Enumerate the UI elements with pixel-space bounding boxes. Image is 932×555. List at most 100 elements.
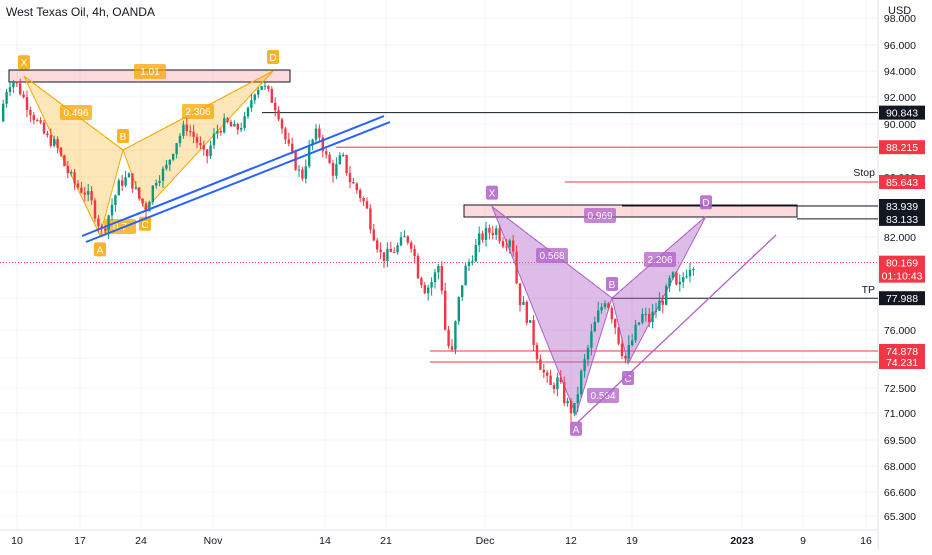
tp-line-label: TP xyxy=(862,284,875,296)
currency-label: USD xyxy=(888,5,912,17)
candle-body-112 xyxy=(382,252,386,262)
candle-body-200 xyxy=(682,277,685,282)
pattern-0-point-label-4: D xyxy=(269,53,276,64)
candle-body-68 xyxy=(233,124,236,127)
candle-body-11 xyxy=(39,120,42,123)
candle-body-49 xyxy=(168,159,171,165)
time-tick-0: 10 xyxy=(11,535,23,547)
candle-body-26 xyxy=(90,191,93,201)
pattern-1-ratio-3: 0.564 xyxy=(590,391,615,402)
candle-body-153 xyxy=(522,301,525,305)
pattern-0-xab xyxy=(23,75,124,237)
candle-body-54 xyxy=(185,124,188,132)
candle-body-162 xyxy=(552,385,556,390)
candle-body-184 xyxy=(627,345,630,359)
candle-body-80 xyxy=(274,102,277,111)
candle-body-21 xyxy=(73,172,76,184)
pattern-0-point-label-2: B xyxy=(120,132,127,143)
candle-body-104 xyxy=(355,183,358,191)
candle-body-198 xyxy=(675,272,678,285)
pattern-1-point-bg-3 xyxy=(622,371,634,385)
candle-body-173 xyxy=(590,331,593,348)
candle-body-129 xyxy=(440,266,443,291)
pattern-1-ratio-bg-0 xyxy=(536,248,568,263)
candle-body-152 xyxy=(518,283,522,305)
candle-body-40 xyxy=(138,187,141,199)
candle-body-183 xyxy=(624,356,627,359)
candle-body-113 xyxy=(386,248,389,262)
price-label-bg-4 xyxy=(879,211,925,226)
candle-body-75 xyxy=(257,89,260,95)
candle-body-133 xyxy=(454,321,457,350)
supply-zone-box-2 xyxy=(463,204,798,218)
candle-body-164 xyxy=(559,377,562,383)
pattern-1-ratio-bg-1 xyxy=(644,252,676,267)
time-tick-7: 12 xyxy=(565,535,577,547)
candle-body-177 xyxy=(603,303,607,307)
candle-body-95 xyxy=(325,151,328,155)
candle-body-203 xyxy=(692,269,695,271)
price-label-bg-7 xyxy=(879,355,925,370)
candle-body-46 xyxy=(158,180,161,183)
candle-body-155 xyxy=(529,320,532,323)
candle-body-13 xyxy=(46,133,49,136)
candle-body-188 xyxy=(641,313,644,323)
price-tick-17: 66.600 xyxy=(884,487,916,499)
candle-body-128 xyxy=(437,266,440,273)
candle-body-186 xyxy=(634,324,637,341)
candle-body-150 xyxy=(512,240,515,252)
candle-body-123 xyxy=(420,278,423,286)
candle-body-105 xyxy=(359,190,362,199)
candle-body-192 xyxy=(654,310,658,312)
price-tick-14: 71.000 xyxy=(884,408,916,420)
candle-body-135 xyxy=(461,285,464,297)
candle-body-142 xyxy=(484,227,488,240)
candle-body-65 xyxy=(223,118,226,133)
candle-body-172 xyxy=(586,347,590,360)
candle-body-85 xyxy=(291,143,294,152)
price-label-3: 83.939 xyxy=(886,201,918,213)
symbol-name: West Texas Oil xyxy=(6,5,86,19)
candle-body-144 xyxy=(491,232,494,235)
pattern-1-point-bg-4 xyxy=(700,195,712,210)
time-axis[interactable]: 10 17 24 Nov 14 21 Dec 12 19 2023 9 16 xyxy=(11,535,872,547)
candle-body-14 xyxy=(49,135,52,146)
candle-body-41 xyxy=(141,198,144,204)
candle-body-33 xyxy=(114,195,117,205)
candle-body-167 xyxy=(569,400,573,414)
price-label-4: 83.133 xyxy=(886,214,918,226)
price-tick-18: 65.300 xyxy=(884,511,916,523)
candle-body-7 xyxy=(25,97,29,110)
pattern-0-ratio-bg-1 xyxy=(182,104,214,119)
candle-body-4 xyxy=(15,81,18,84)
pattern-0-ratio-1: 2.306 xyxy=(185,107,210,118)
candle-body-56 xyxy=(192,131,195,137)
price-label-7: 74.231 xyxy=(886,357,918,369)
candle-body-107 xyxy=(365,201,369,209)
pattern-1-point-bg-0 xyxy=(486,185,498,200)
price-label-bg-6 xyxy=(879,343,925,358)
candle-body-169 xyxy=(576,394,579,404)
candle-body-8 xyxy=(29,109,32,116)
candle-body-145 xyxy=(495,228,498,235)
channel-upper-line xyxy=(81,115,385,237)
candle-body-103 xyxy=(352,182,355,184)
candle-body-78 xyxy=(267,85,270,89)
purple-trendline xyxy=(577,234,777,423)
candle-body-23 xyxy=(80,187,83,193)
candle-body-18 xyxy=(63,155,66,167)
candle-body-151 xyxy=(515,251,518,284)
candle-body-171 xyxy=(583,359,586,371)
candle-body-137 xyxy=(467,262,471,266)
candle-body-174 xyxy=(593,321,596,332)
candle-body-86 xyxy=(294,151,297,170)
candle-body-175 xyxy=(597,310,600,322)
time-tick-2: 24 xyxy=(135,535,147,547)
zone-boxes xyxy=(8,69,798,218)
candle-body-2 xyxy=(8,87,12,92)
candle-body-98 xyxy=(335,164,338,176)
price-label-bg-3 xyxy=(879,198,925,213)
